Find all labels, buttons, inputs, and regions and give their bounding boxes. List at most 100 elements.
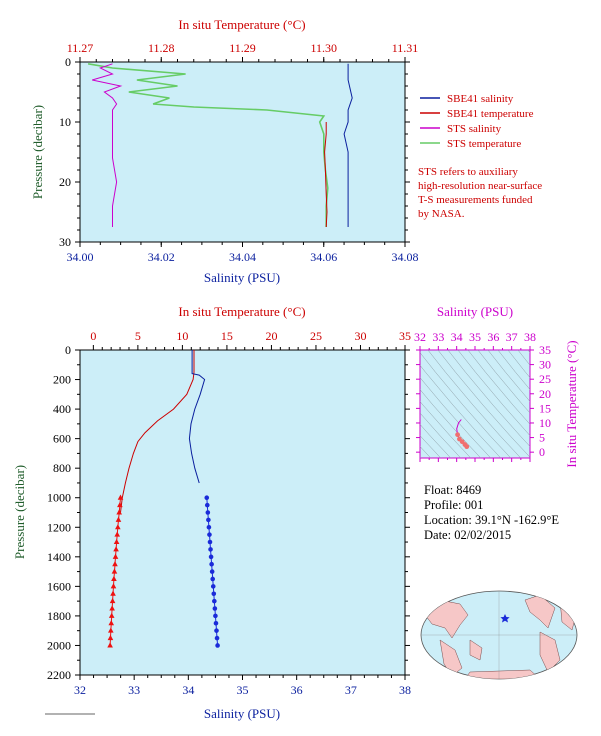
bottom-axis-title: Salinity (PSU) (204, 270, 280, 285)
right-tick-label: 10 (539, 416, 551, 430)
temperature-sample-point (115, 516, 122, 522)
right-tick-label: 5 (539, 431, 545, 445)
salinity-sample-point (215, 643, 220, 648)
salinity-sample-point (212, 598, 217, 604)
left-tick-label: 0 (65, 55, 71, 69)
top-tick-label: 34 (451, 330, 463, 344)
top-tick-label: 11.30 (310, 41, 337, 55)
left-tick-label: 0 (65, 343, 71, 357)
temperature-sample-point (107, 634, 114, 641)
isopycnal-line (420, 352, 511, 458)
temperature-sample-point (108, 620, 115, 626)
plot-area (79, 349, 406, 676)
left-tick-label: 600 (53, 432, 71, 446)
top-tick-label: 35 (469, 330, 481, 344)
bottom-axis-title: Salinity (PSU) (204, 706, 280, 721)
temperature-sample-point (110, 590, 116, 596)
bottom-tick-label: 36 (291, 683, 303, 697)
temperature-sample-point (113, 538, 120, 545)
isopycnal-line (517, 350, 530, 366)
top-tick-label: 25 (310, 329, 322, 343)
top-tick-label: 10 (176, 329, 188, 343)
full-profile-chart: In situ Temperature (°C) 0 5 10 15 20 25 30 35 … (12, 304, 411, 721)
isopycnal-line (467, 350, 530, 425)
salinity-sample-point (209, 569, 215, 574)
float-id: Float: 8469 (424, 483, 481, 497)
right-tick-label: 25 (539, 372, 551, 386)
salinity-sample-point (208, 547, 213, 552)
top-tick-label: 11.27 (67, 41, 94, 55)
salinity-sample-point (209, 561, 214, 567)
temperature-sample-point (113, 546, 119, 552)
left-tick-label: 1000 (47, 491, 71, 505)
plot-area (419, 349, 531, 459)
legend-label-sts-salinity: STS salinity (447, 123, 502, 135)
legend: SBE41 salinity SBE41 temperature STS sal… (420, 93, 534, 150)
legend-label-sbe41-temperature: SBE41 temperature (447, 108, 534, 120)
top-tick-label: 11.31 (392, 41, 419, 55)
bottom-tick-label: 34.04 (229, 250, 256, 264)
right-tick-label: 15 (539, 401, 551, 415)
right-tick-label: 20 (539, 387, 551, 401)
near-surface-chart: In situ Temperature (°C) 11.27 11.28 11.29… (30, 17, 542, 285)
ts-diagram: Salinity (PSU) 32 33 34 35 36 37 38 0510152025… (414, 304, 579, 468)
isopycnal-line (420, 446, 431, 458)
temperature-sample-point (108, 627, 114, 633)
temperature-sample-point (108, 612, 115, 618)
series-sbe41-temperature (324, 122, 328, 228)
temperature-sample-point (111, 575, 117, 581)
temperature-sample-point (112, 553, 119, 559)
right-tick-label: 0 (539, 445, 545, 459)
salinity-sample-point (213, 613, 218, 619)
isopycnal-line (420, 435, 441, 458)
isopycnal-line (420, 424, 451, 458)
top-tick-label: 15 (221, 329, 233, 343)
salinity-sample-point (205, 510, 211, 515)
salinity-sample-point (206, 524, 212, 530)
isopycnal-line (527, 350, 530, 354)
world-map (420, 590, 578, 680)
isopycnal-line (477, 350, 530, 414)
isopycnal-line (420, 412, 461, 458)
salinity-sample-point (206, 517, 211, 523)
temperature-sample-point (114, 531, 121, 537)
left-tick-label: 1800 (47, 609, 71, 623)
isopycnal-line (497, 350, 530, 391)
temperature-sample-point (111, 568, 118, 574)
isopycnal-line (427, 350, 521, 458)
top-tick-label: 38 (524, 330, 536, 344)
salinity-sample-point (204, 502, 210, 508)
left-tick-label: 2200 (47, 668, 71, 682)
top-tick-label: 20 (265, 329, 277, 343)
isopycnal-line (487, 350, 530, 402)
isopycnal-line (420, 401, 471, 458)
top-tick-label: 5 (135, 329, 141, 343)
profile-number: Profile: 001 (424, 498, 483, 512)
left-tick-label: 20 (59, 175, 71, 189)
bottom-tick-label: 33 (128, 683, 140, 697)
bottom-tick-label: 34.00 (67, 250, 94, 264)
isopycnal-line (447, 350, 530, 448)
right-axis-title: In situ Temperature (°C) (564, 340, 579, 467)
series-sts-salinity (92, 63, 123, 227)
isopycnal-line (420, 389, 481, 458)
float-location-star-icon (500, 614, 510, 623)
note-line-1: STS refers to auxiliary (418, 166, 518, 178)
salinity-sample-point (214, 628, 219, 633)
bottom-tick-label: 34.06 (310, 250, 337, 264)
salinity-sample-point (210, 584, 216, 589)
left-tick-label: 1200 (47, 520, 71, 534)
top-tick-label: 0 (90, 329, 96, 343)
salinity-sample-point (208, 554, 214, 560)
top-tick-label: 11.29 (229, 41, 256, 55)
series-sbe41-salinity (343, 63, 353, 227)
temperature-sample-point (109, 605, 115, 611)
left-tick-label: 30 (59, 235, 71, 249)
left-axis-title: Pressure (decibar) (12, 465, 27, 559)
top-tick-label: 37 (506, 330, 518, 344)
top-tick-label: 32 (414, 330, 426, 344)
top-tick-label: 36 (487, 330, 499, 344)
bottom-tick-label: 35 (237, 683, 249, 697)
bottom-tick-label: 38 (399, 683, 411, 697)
